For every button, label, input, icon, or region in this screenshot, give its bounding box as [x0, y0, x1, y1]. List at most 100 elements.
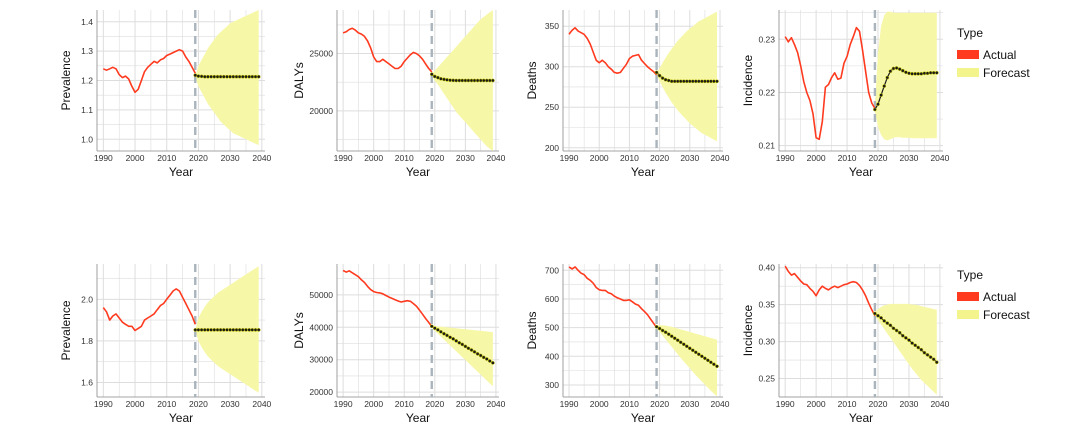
forecast-point: [225, 328, 229, 332]
x-tick-label: 2040: [486, 153, 505, 163]
forecast-point: [231, 328, 236, 332]
x-tick-label: 2010: [157, 153, 176, 163]
forecast-point: [475, 78, 480, 83]
y-tick-label: 1.0: [81, 134, 93, 144]
x-tick-label: 2020: [650, 399, 669, 409]
forecast-point: [212, 328, 217, 332]
x-tick-label: 2030: [456, 153, 475, 163]
y-tick-label: 1.4: [81, 17, 93, 27]
forecast-point: [253, 328, 258, 332]
x-tick-label: 2010: [620, 399, 639, 409]
x-tick-label: 2040: [930, 153, 949, 163]
forecast-point: [873, 311, 877, 316]
x-tick-label: 2010: [838, 399, 857, 409]
x-tick-label: 2040: [711, 153, 730, 163]
forecast-point: [879, 93, 883, 97]
forecast-point: [218, 74, 223, 79]
forecast-point: [451, 337, 456, 341]
forecast-point: [894, 328, 899, 333]
legend-label-actual: Actual: [983, 290, 1016, 304]
y-tick-label: 600: [545, 294, 559, 304]
forecast-point: [196, 74, 201, 78]
x-axis-title: Year: [631, 165, 655, 179]
forecast-point: [897, 330, 902, 335]
forecast-point: [429, 72, 434, 77]
forecast-point: [693, 79, 698, 84]
forecast-point: [894, 66, 899, 70]
y-axis-title: Deaths: [525, 311, 539, 349]
forecast-point: [712, 79, 716, 84]
actual-series-line: [568, 26, 658, 76]
forecast-point: [690, 348, 695, 353]
x-tick-label: 2010: [395, 153, 414, 163]
x-tick-label: 2020: [189, 399, 208, 409]
forecast-point: [244, 74, 248, 79]
forecast-point: [228, 74, 232, 79]
y-tick-label: 350: [545, 21, 559, 31]
forecast-point: [900, 333, 905, 338]
forecast-point: [715, 364, 719, 369]
forecast-point: [460, 342, 465, 347]
forecast-point: [231, 74, 236, 79]
forecast-point: [706, 358, 710, 363]
y-tick-label: 1.1: [81, 105, 93, 115]
forecast-point: [693, 350, 698, 355]
y-tick-label: 20000: [309, 387, 333, 397]
y-tick-label: 700: [545, 265, 559, 275]
x-axis-title: Year: [169, 411, 193, 425]
forecast-point: [215, 328, 220, 332]
forecast-point: [484, 357, 489, 361]
legend-title: Type: [957, 26, 983, 40]
forecast-point: [451, 78, 456, 83]
y-axis-title: Prevalence: [59, 300, 73, 360]
forecast-point: [678, 79, 683, 84]
forecast-point: [481, 355, 486, 360]
x-tick-label: 2020: [425, 399, 444, 409]
x-tick-label: 1990: [776, 153, 795, 163]
forecast-point: [237, 328, 242, 332]
forecast-point: [478, 78, 483, 83]
y-tick-label: 200: [545, 143, 559, 153]
x-tick-label: 2010: [838, 153, 857, 163]
chart-panel-8: 1990 2000 2010 2020 2030 2040 0.25 0.30 0.35 0.40…: [741, 263, 950, 425]
forecast-point: [660, 76, 665, 80]
forecast-point: [715, 79, 719, 84]
x-tick-label: 2020: [869, 153, 888, 163]
forecast-interval-band: [656, 325, 717, 397]
y-axis-title: Incidence: [741, 54, 755, 106]
forecast-point: [696, 79, 701, 84]
forecast-point: [202, 74, 207, 79]
x-tick-label: 2030: [680, 399, 699, 409]
x-tick-label: 2010: [395, 399, 414, 409]
forecast-point: [882, 84, 887, 88]
actual-series-line: [102, 48, 197, 94]
forecast-point: [212, 74, 217, 79]
legend-label-forecast: Forecast: [983, 66, 1030, 80]
forecast-point: [669, 79, 674, 84]
forecast-point: [199, 328, 204, 332]
forecast-interval-band: [656, 11, 717, 142]
forecast-point: [237, 74, 242, 79]
y-tick-label: 250: [545, 102, 559, 112]
y-tick-label: 500: [545, 323, 559, 333]
forecast-point: [931, 70, 936, 75]
x-tick-label: 2020: [869, 399, 888, 409]
y-tick-label: 0.35: [758, 300, 775, 310]
forecast-point: [209, 328, 213, 332]
forecast-point: [215, 74, 220, 79]
forecast-point: [885, 321, 890, 325]
actual-series-line: [342, 27, 433, 73]
y-tick-label: 30000: [309, 355, 333, 365]
forecast-point: [684, 79, 689, 84]
x-tick-label: 2030: [900, 153, 919, 163]
x-tick-label: 1990: [560, 399, 579, 409]
forecast-point: [675, 338, 680, 343]
forecast-point: [672, 336, 677, 341]
forecast-point: [654, 324, 659, 329]
x-tick-label: 2000: [590, 153, 609, 163]
forecast-point: [478, 353, 483, 358]
forecast-point: [256, 328, 261, 332]
forecast-point: [666, 332, 671, 337]
forecast-point: [660, 328, 665, 333]
